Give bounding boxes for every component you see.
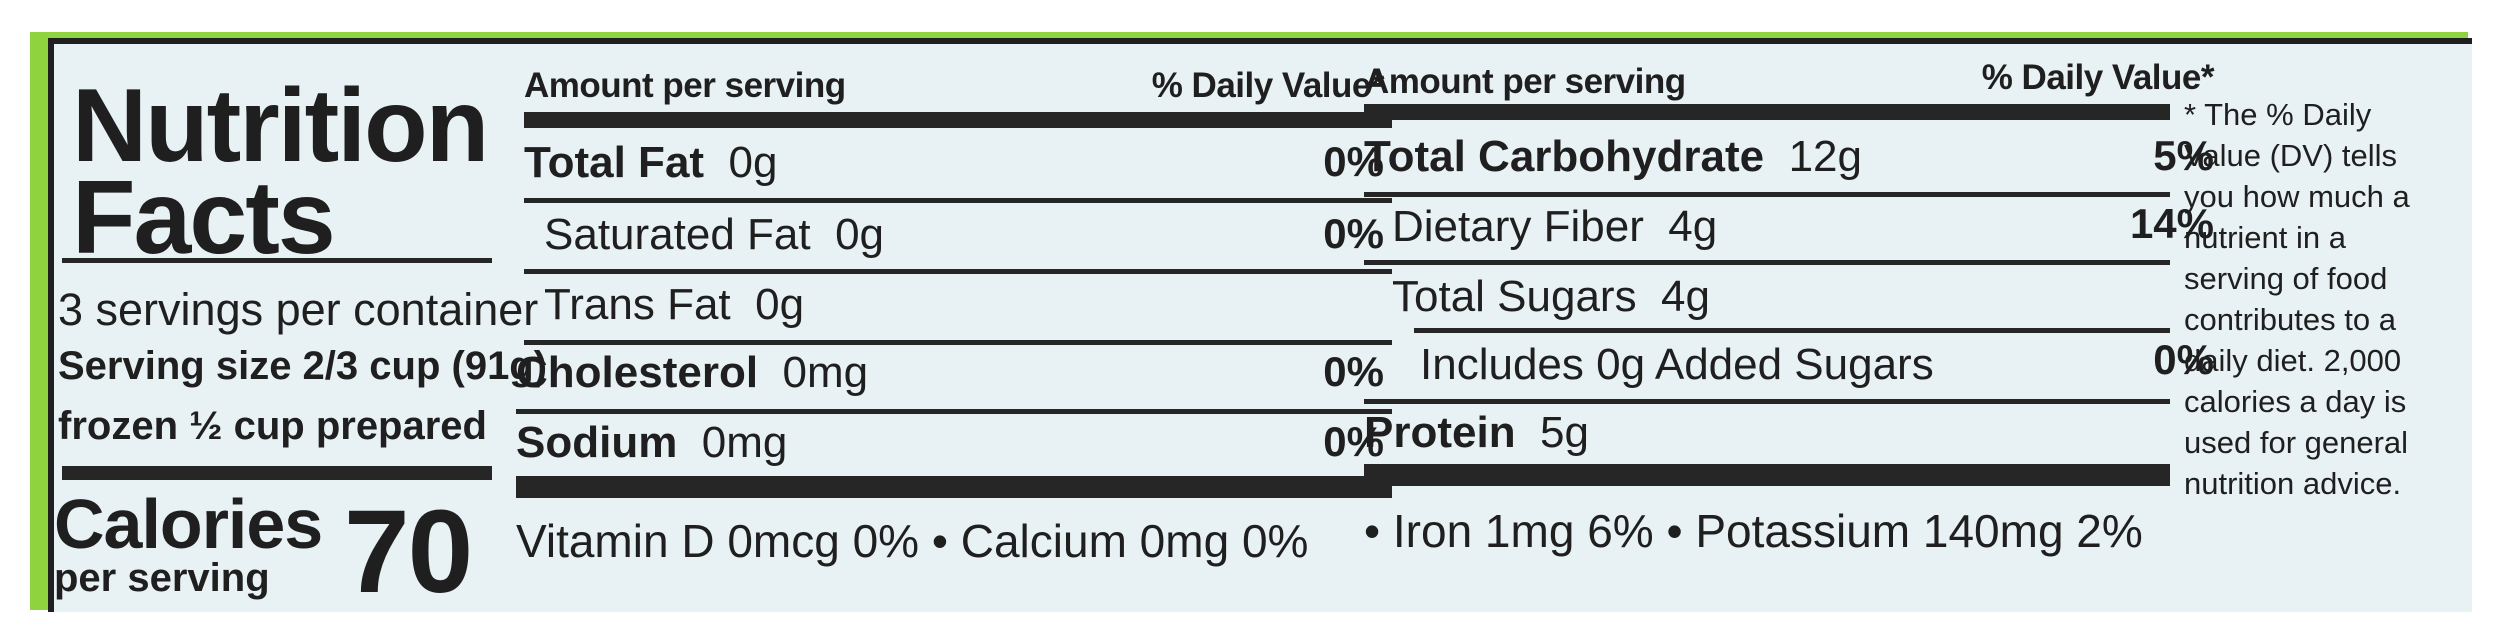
right-amount-header: Amount per serving	[1364, 62, 1686, 101]
thick-divider	[524, 112, 1392, 128]
nutrient-row-saturated-fat: Saturated Fat 0g	[544, 210, 884, 260]
nutrient-amount: 0g	[728, 138, 778, 187]
nutrient-name: Trans Fat	[544, 280, 731, 329]
nutrient-dv: 14%	[2129, 200, 2214, 247]
thick-divider	[1364, 464, 2170, 486]
nutrient-row-added-sugars: Includes 0g Added Sugars	[1420, 340, 1934, 389]
divider	[1364, 399, 2170, 404]
serving-size: Serving size 2/3 cup (91g)	[58, 344, 548, 388]
calories-label: Calories	[54, 485, 323, 563]
left-dv-header: % Daily Value*	[1151, 66, 1385, 105]
calories-sublabel: per serving	[54, 556, 270, 600]
nutrient-name: Protein	[1364, 408, 1516, 457]
nutrient-name: Saturated Fat	[544, 210, 811, 259]
right-dv-header: % Daily Value*	[1981, 58, 2215, 97]
thick-divider	[516, 476, 1392, 498]
nutrient-amount: 0g	[755, 280, 805, 329]
nutrient-name: Cholesterol	[516, 348, 759, 397]
title-line-1: Nutrition	[72, 68, 489, 184]
nutrient-name: Sodium	[516, 418, 678, 467]
calories-value: 70	[344, 486, 473, 618]
nutrient-name: Total Fat	[524, 138, 705, 187]
serving-note: frozen ½ cup prepared	[58, 404, 487, 448]
daily-value-footnote: * The % Daily Value (DV) tells you how m…	[2184, 97, 2410, 501]
servings-per-container: 3 servings per container	[58, 284, 539, 335]
nutrient-row-dietary-fiber: Dietary Fiber 4g	[1392, 202, 1717, 252]
vitamins-left: Vitamin D 0mcg 0% • Calcium 0mg 0%	[516, 515, 1309, 567]
divider	[1364, 192, 2170, 197]
nutrition-facts-panel: Nutrition Facts 3 servings per container…	[48, 38, 2472, 618]
divider	[516, 409, 1392, 414]
thick-divider	[1364, 104, 2170, 120]
divider	[1364, 260, 2170, 265]
nutrient-dv: 0%	[1323, 138, 1384, 185]
nutrient-amount: 5g	[1540, 408, 1589, 457]
nutrient-row-cholesterol: Cholesterol 0mg	[516, 348, 868, 398]
nutrient-row-sodium: Sodium 0mg	[516, 418, 787, 468]
thick-divider	[62, 466, 492, 480]
nutrient-row-trans-fat: Trans Fat 0g	[544, 280, 804, 330]
nutrient-amount: 4g	[1661, 272, 1710, 321]
vitamins-right: • Iron 1mg 6% • Potassium 140mg 2%	[1364, 505, 2143, 557]
nutrient-amount: 0mg	[782, 348, 869, 397]
nutrient-amount: 0g	[835, 210, 885, 259]
nutrient-amount: 4g	[1668, 202, 1718, 251]
left-amount-header: Amount per serving	[524, 66, 846, 105]
nutrient-dv: 0%	[1323, 418, 1384, 465]
nutrient-row-protein: Protein 5g	[1364, 408, 1589, 458]
nutrient-row-total-fat: Total Fat 0g	[524, 138, 777, 188]
nutrient-name: Dietary Fiber	[1392, 202, 1644, 251]
nutrient-amount: 0mg	[701, 418, 788, 467]
nutrient-name: Total Carbohydrate	[1364, 132, 1765, 181]
nutrient-dv: 5%	[2153, 132, 2214, 179]
divider	[524, 269, 1392, 274]
nutrient-dv: 0%	[1323, 210, 1384, 257]
divider	[524, 340, 1392, 345]
divider	[524, 198, 1392, 203]
nutrient-row-total-sugars: Total Sugars 4g	[1392, 272, 1710, 322]
divider	[1414, 328, 2170, 333]
nutrient-amount: 12g	[1788, 132, 1862, 181]
nutrient-dv: 0%	[1323, 348, 1384, 395]
nutrient-name: Total Sugars	[1392, 272, 1637, 321]
nutrient-dv: 0%	[2153, 336, 2214, 383]
nutrition-facts-title: Nutrition Facts	[72, 68, 489, 276]
divider	[62, 258, 492, 263]
title-line-2: Facts	[72, 160, 336, 276]
nutrient-row-total-carbohydrate: Total Carbohydrate 12g	[1364, 132, 1862, 182]
